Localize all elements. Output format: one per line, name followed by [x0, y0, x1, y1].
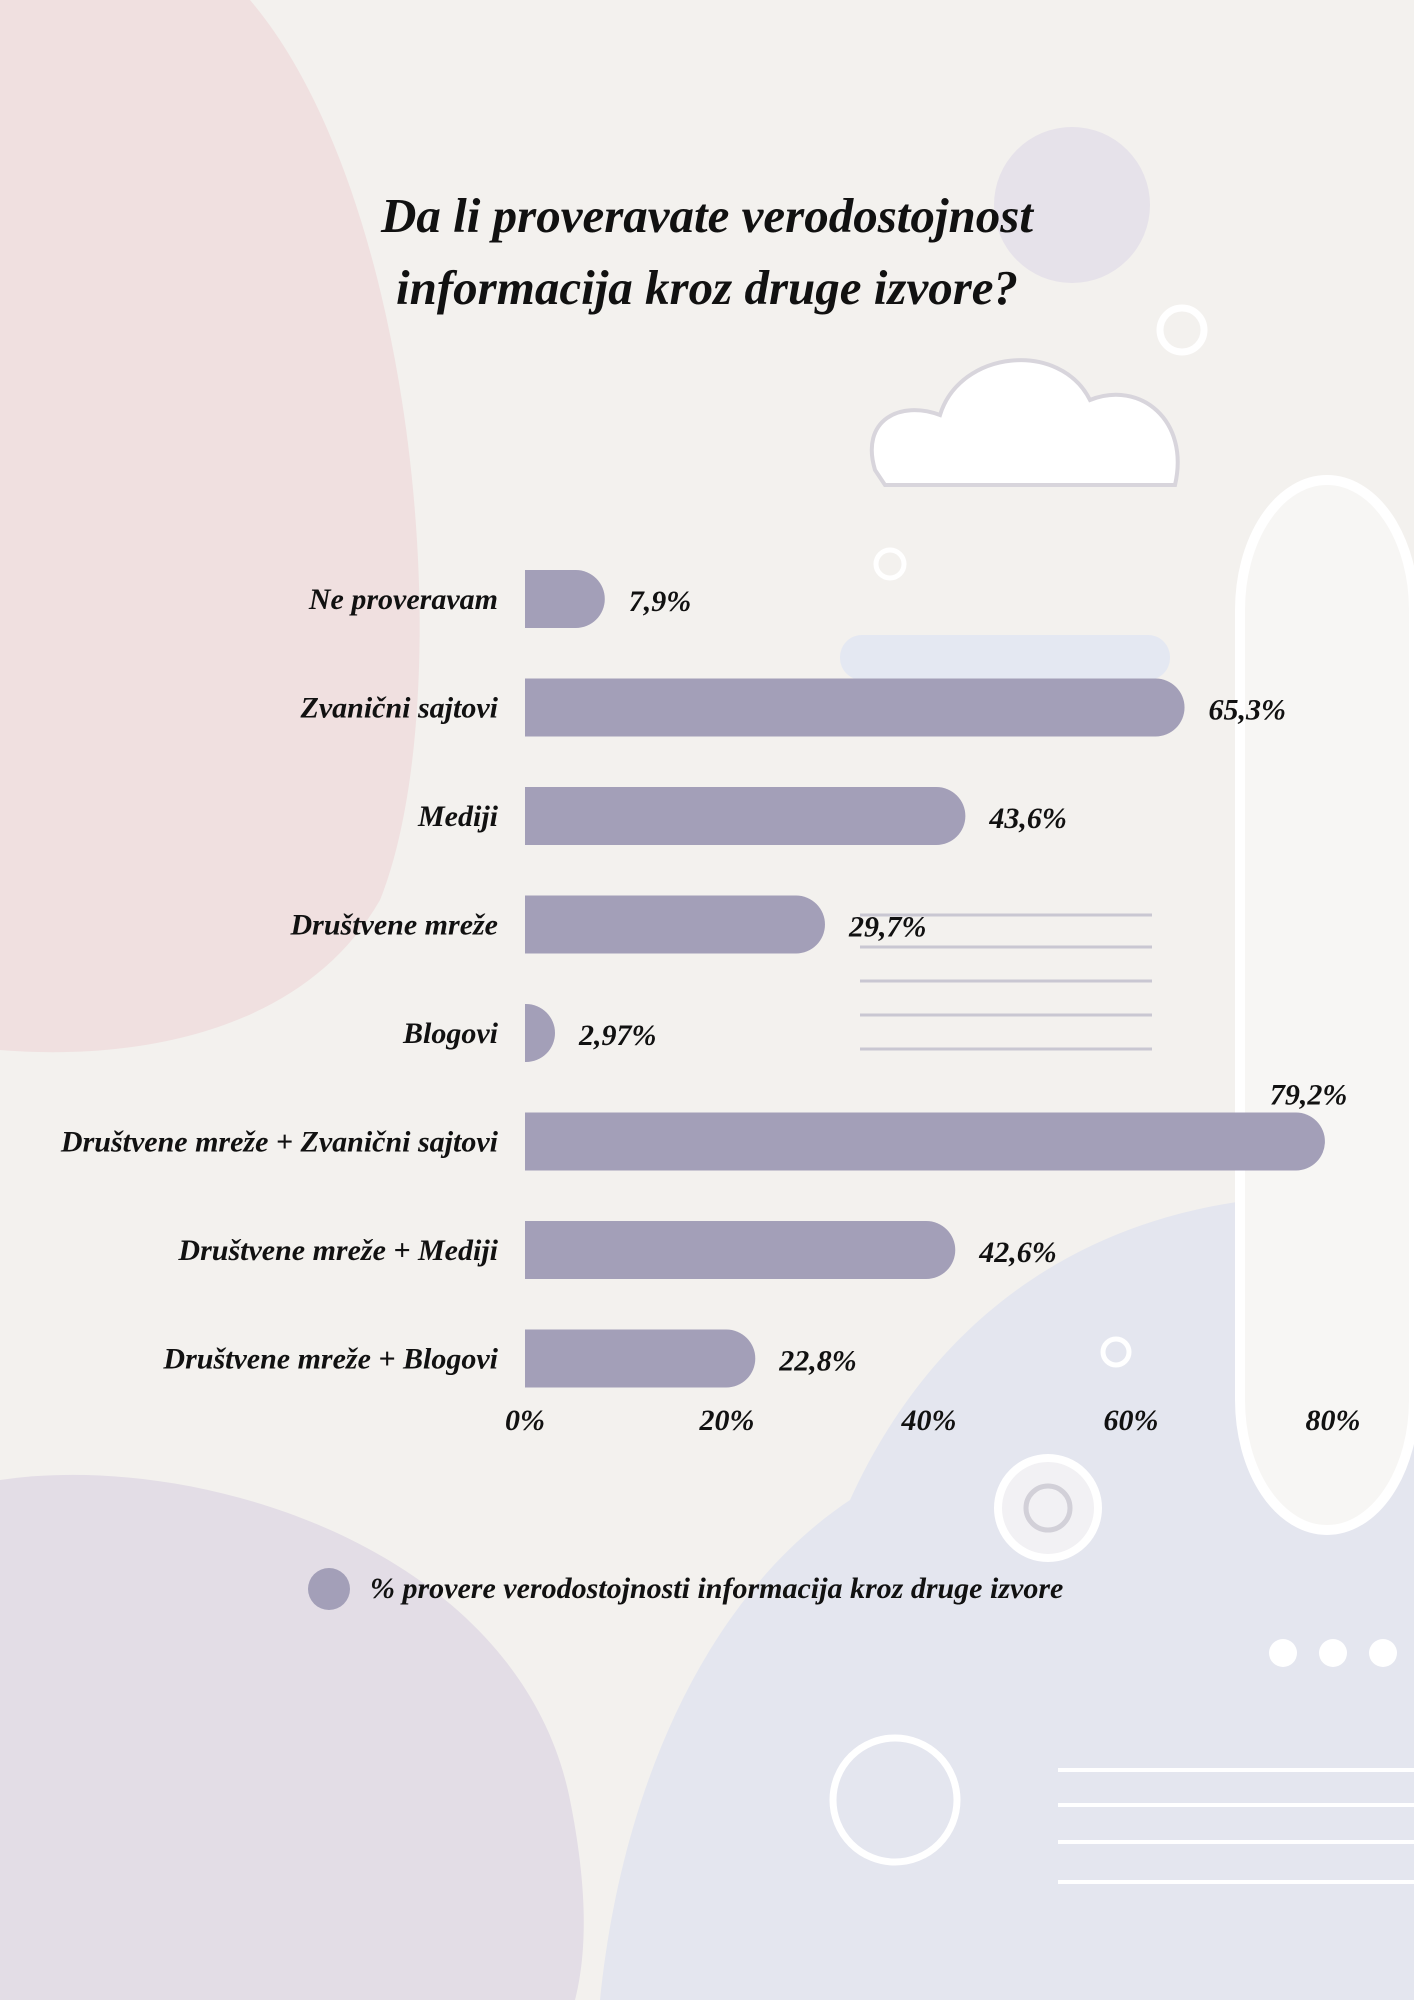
bar: [525, 570, 605, 628]
value-label: 2,97%: [578, 1019, 657, 1052]
category-label: Društvene mreže: [290, 909, 498, 942]
category-label: Zvanični sajtovi: [300, 692, 499, 725]
bar: [525, 787, 966, 845]
chart-title: Da li proveravate verodostojnost informa…: [0, 180, 1414, 324]
x-tick-label: 60%: [1104, 1404, 1159, 1437]
bar: [525, 1112, 1325, 1171]
value-label: 79,2%: [1270, 1079, 1348, 1112]
value-label: 29,7%: [848, 911, 927, 944]
bar: [525, 1329, 756, 1388]
value-label: 65,3%: [1209, 694, 1287, 727]
bar: [525, 1004, 555, 1062]
value-label: 42,6%: [978, 1236, 1057, 1269]
bar: [525, 1221, 956, 1279]
legend: % provere verodostojnosti informacija kr…: [308, 1568, 1063, 1610]
title-line-1: Da li proveravate verodostojnost: [381, 188, 1033, 243]
x-tick-label: 0%: [505, 1404, 545, 1437]
legend-swatch: [308, 1568, 350, 1610]
category-label: Društvene mreže + Blogovi: [162, 1343, 498, 1376]
bar: [525, 678, 1185, 737]
category-label: Društvene mreže + Mediji: [177, 1234, 498, 1267]
x-tick-label: 40%: [901, 1404, 957, 1437]
x-tick-label: 80%: [1306, 1404, 1361, 1437]
category-label: Ne proveravam: [308, 583, 498, 616]
value-label: 7,9%: [629, 585, 692, 618]
legend-label: % provere verodostojnosti informacija kr…: [370, 1572, 1064, 1605]
category-label: Društvene mreže + Zvanični sajtovi: [60, 1126, 499, 1159]
value-label: 22,8%: [778, 1345, 857, 1378]
category-label: Mediji: [417, 800, 499, 833]
bar: [525, 895, 825, 954]
category-label: Blogovi: [402, 1017, 499, 1050]
title-line-2: informacija kroz druge izvore?: [395, 260, 1019, 315]
value-label: 43,6%: [988, 802, 1067, 835]
x-tick-label: 20%: [699, 1404, 755, 1437]
